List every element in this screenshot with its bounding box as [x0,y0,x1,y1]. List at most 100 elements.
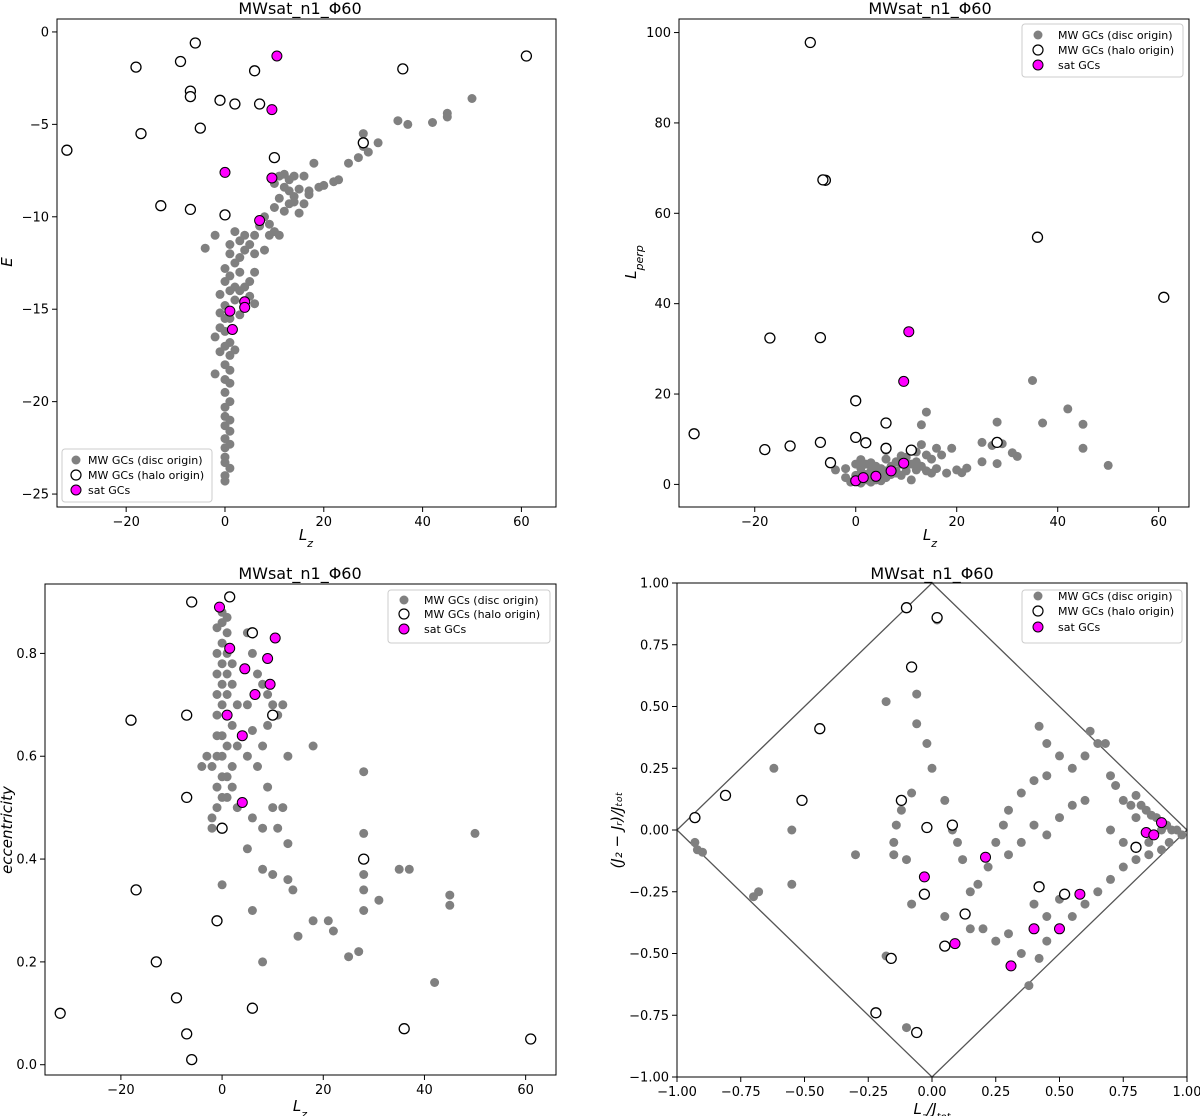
legend-marker-sat [398,623,410,635]
disc-gc-point [309,158,319,168]
disc-gc-point [1038,418,1048,428]
halo-gc-point [991,436,1003,449]
disc-gc-point [212,648,222,658]
legend-label-halo: MW GCs (halo origin) [424,608,540,621]
disc-gc-point [991,837,1001,847]
legend-box [61,448,213,503]
sat-gc-point [1005,960,1017,972]
halo-gc-point [174,55,187,68]
disc-gc-point [965,924,975,934]
disc-gc-point [258,741,268,751]
disc-gc-point [1016,788,1026,798]
sat-gc-point [949,938,961,950]
disc-gc-point [344,158,353,168]
disc-gc-point [232,700,242,710]
disc-gc-point [210,369,220,379]
legend-label-disc: MW GCs (disc origin) [424,594,539,607]
halo-gc-point [398,1023,410,1035]
disc-gc-point [273,823,283,833]
disc-gc-point [258,823,268,833]
sat-gc-point [870,470,882,482]
halo-gc-point [229,98,241,110]
disc-gc-point [294,208,304,218]
halo-gc-point [814,723,826,735]
halo-gc-point [959,908,971,920]
halo-gc-point [719,789,732,802]
halo-gc-point [184,90,197,103]
disc-gc-point [1029,899,1039,909]
legend-label-halo: MW GCs (halo origin) [1058,44,1174,57]
scatter-marks [688,36,1170,488]
halo-gc-point [214,94,226,106]
disc-gc-point [225,378,235,388]
disc-gc-point [225,271,235,281]
disc-gc-point [353,153,363,163]
halo-gc-point [814,436,827,449]
disc-gc-point [911,465,921,475]
disc-gc-point [1034,953,1044,963]
sat-gc-point [898,375,910,387]
disc-gc-point [258,864,268,874]
halo-gc-point [1130,841,1142,853]
disc-gc-point [344,952,354,962]
disc-gc-point [354,947,364,957]
halo-gc-point [870,1007,882,1019]
disc-gc-point [207,813,217,823]
disc-gc-point [1016,949,1026,958]
disc-gc-point [1042,830,1052,840]
halo-gc-point [918,888,931,900]
sat-gc-point [264,678,276,690]
disc-gc-point [212,669,222,679]
disc-gc-point [217,731,227,741]
disc-gc-point [991,936,1001,946]
y-tick-label: −0.50 [629,947,669,962]
halo-gc-point [689,811,701,824]
legend-label-sat: sat GCs [1058,59,1100,72]
disc-gc-point [1144,837,1154,847]
y-tick-label: 0.25 [640,762,669,777]
halo-gc-point [850,431,862,444]
disc-gc-point [1055,813,1064,823]
legend-marker-halo [398,608,410,620]
disc-gc-point [247,648,257,658]
disc-gc-point [992,459,1002,469]
y-tick-label: 0.4 [16,853,37,868]
disc-gc-point [225,338,235,347]
halo-gc-point [130,61,142,73]
disc-gc-point [831,465,840,475]
disc-gc-point [227,720,237,730]
halo-gc-point [860,437,872,449]
disc-gc-point [1106,825,1115,835]
disc-gc-point [977,457,987,467]
disc-gc-point [1078,443,1088,453]
disc-gc-point [308,741,318,751]
panel-eccentricity-vs-lz: MWsat_n1_Φ60 −20 0 20 40 60 0.0 0.2 0.4 0.6 0.8 L… [0,564,557,1116]
x-tick-label: 0.25 [981,1085,1010,1100]
disc-gc-point [230,227,240,237]
disc-gc-point [225,286,235,296]
legend-label-disc: MW GCs (disc origin) [1058,29,1173,42]
disc-gc-point [393,116,403,126]
y-tick-label: −0.75 [629,1009,669,1024]
y-tick-label: −20 [22,395,49,410]
disc-gc-point [912,689,922,699]
y-tick-label: −1.00 [629,1071,669,1086]
halo-gc-point [186,596,198,608]
legend-marker-halo [70,469,82,481]
disc-gc-point [334,175,344,185]
disc-gc-point [1063,404,1073,414]
halo-gc-point [850,395,862,407]
disc-gc-point [217,772,227,782]
disc-gc-point [1016,837,1026,847]
disc-gc-point [902,855,911,865]
halo-gc-point [804,36,816,49]
disc-gc-point [442,112,452,122]
disc-gc-point [222,741,232,751]
disc-gc-point [866,458,876,468]
sat-gc-point [226,324,238,335]
halo-gc-point [216,822,228,834]
disc-gc-point [754,887,764,897]
disc-gc-point [394,864,404,874]
sat-gc-point [221,709,233,721]
halo-gc-point [784,440,796,452]
